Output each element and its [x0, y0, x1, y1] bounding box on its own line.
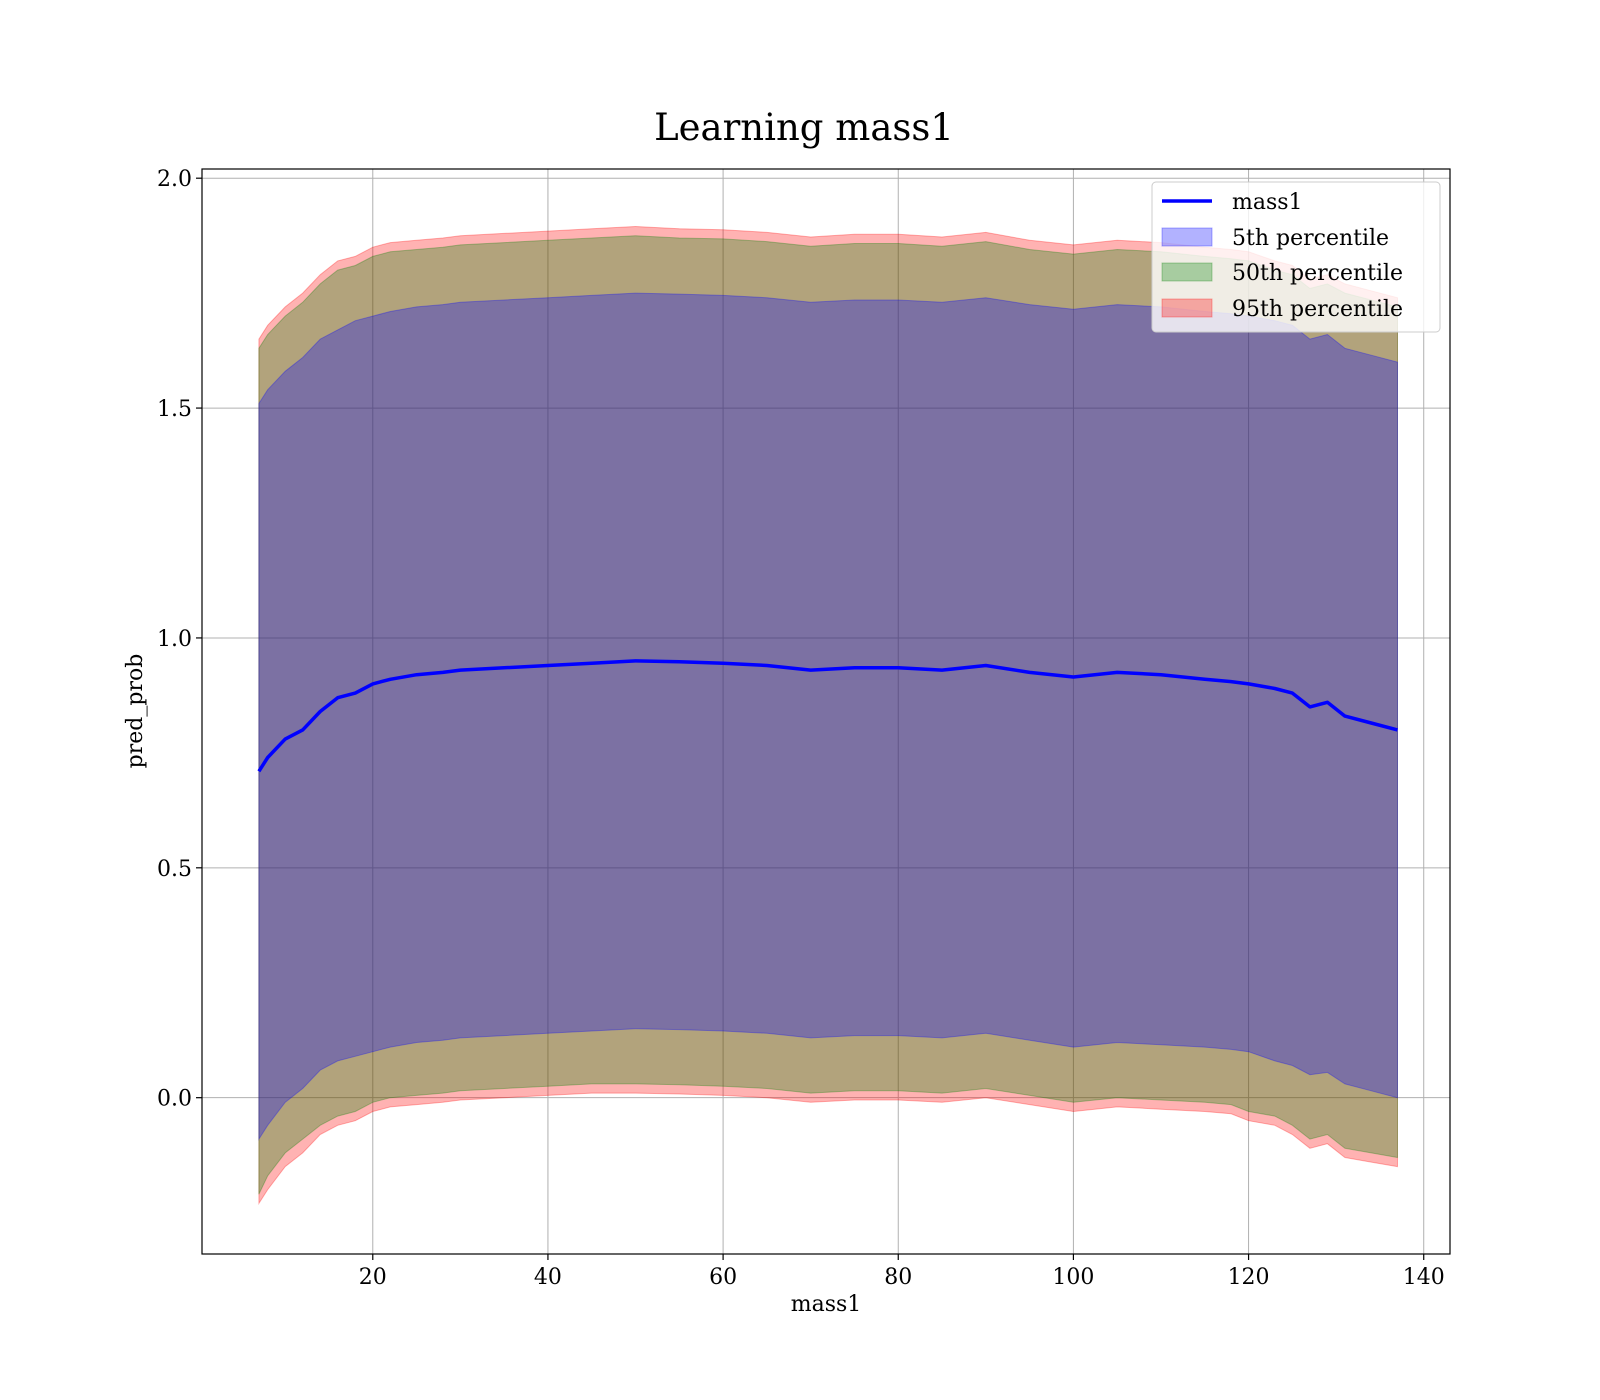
y-axis-ticks: 0.0 0.5 1.0 1.5 2.0 [157, 167, 202, 1112]
y-tick-label: 1.0 [157, 627, 192, 652]
x-tick-label: 40 [534, 1265, 562, 1290]
y-tick-label: 1.5 [157, 397, 192, 422]
y-tick-label: 0.0 [157, 1087, 192, 1112]
grid [202, 169, 1450, 1254]
chart-title: Learning mass1 [654, 106, 954, 149]
x-tick-label: 20 [359, 1265, 387, 1290]
legend-swatch-95th [1161, 298, 1213, 318]
legend: mass1 5th percentile 50th percentile 95t… [1151, 181, 1441, 333]
band-5th [258, 292, 1398, 1141]
series-line [257, 659, 1398, 773]
legend-swatch-50th [1161, 262, 1213, 282]
x-tick-label: 60 [709, 1265, 737, 1290]
percentile-bands [258, 225, 1398, 1206]
legend-swatch-5th [1161, 227, 1213, 247]
legend-label-95th: 95th percentile [1232, 297, 1403, 322]
legend-label-50th: 50th percentile [1232, 261, 1403, 286]
band-95th [258, 225, 1398, 1206]
x-axis-label: mass1 [791, 1292, 862, 1317]
x-tick-label: 120 [1228, 1265, 1270, 1290]
x-axis-ticks: 20 40 60 80 100 120 140 [359, 1254, 1445, 1290]
plot-frame [201, 168, 1451, 1255]
y-axis-label: pred_prob [123, 654, 148, 769]
legend-box [1151, 181, 1441, 333]
legend-label-mass1: mass1 [1232, 190, 1303, 215]
line-mass1 [257, 659, 1398, 773]
y-tick-label: 0.5 [157, 857, 192, 882]
x-tick-label: 80 [884, 1265, 912, 1290]
legend-label-5th: 5th percentile [1232, 226, 1389, 251]
x-tick-label: 100 [1052, 1265, 1094, 1290]
y-tick-label: 2.0 [157, 167, 192, 192]
band-50th [258, 235, 1398, 1195]
x-tick-label: 140 [1403, 1265, 1445, 1290]
